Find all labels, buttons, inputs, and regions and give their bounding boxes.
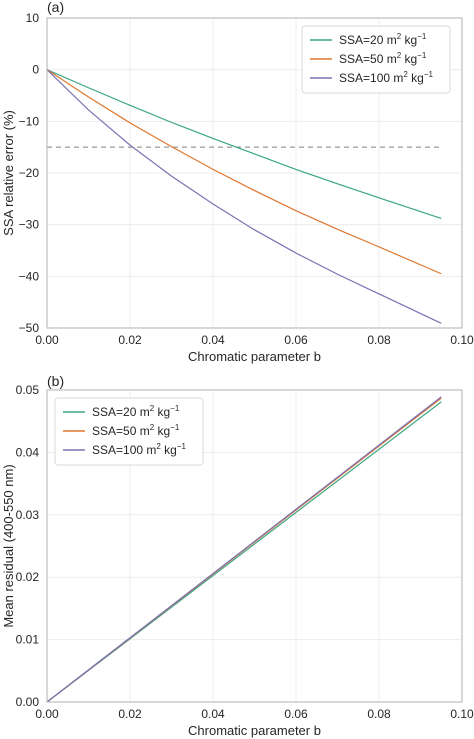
panel-b-x-tick-label: 0.08 xyxy=(367,707,391,721)
panel-b-y-ticks: 0.05 0.04 0.03 0.02 0.01 0.00 xyxy=(16,383,40,709)
panel-a-y-tick-label: 10 xyxy=(26,11,40,25)
panel-b-legend-entry-1: SSA=20 m2 kg−1 xyxy=(92,404,180,419)
panel-b-legend-entry-3: SSA=100 m2 kg−1 xyxy=(92,442,187,457)
panel-a: 0.00 0.02 0.04 0.06 0.08 0.10 10 0 −10 −20 −30 −40… xyxy=(1,0,474,364)
panel-a-plot-frame xyxy=(46,17,463,329)
panel-b-label: (b) xyxy=(47,373,64,389)
panel-b-legend: SSA=20 m2 kg−1 SSA=50 m2 kg−1 SSA=100 m2 k… xyxy=(54,397,204,466)
panel-a-series xyxy=(46,69,442,324)
panel-a-y-tick-label: −10 xyxy=(19,114,40,128)
panel-b: 0.00 0.02 0.04 0.06 0.08 0.10 0.050.040.030.0… xyxy=(1,373,474,738)
panel-b-x-tick-label: 0.04 xyxy=(201,707,225,721)
panel-b-y-tick-label: 0.03 xyxy=(16,508,40,522)
panel-b-x-ticks: 0.00 0.02 0.04 0.06 0.08 0.10 xyxy=(35,707,474,721)
panel-b-y-axis-label: Mean residual (400-550 nm) xyxy=(1,464,16,627)
panel-a-x-ticks: 0.00 0.02 0.04 0.06 0.08 0.10 xyxy=(35,333,474,347)
panel-a-y-tick-label: −50 xyxy=(19,321,40,335)
panel-b-series-line-3 xyxy=(46,396,442,703)
panel-b-y-tick-label: 0.04 xyxy=(16,445,40,459)
panel-a-y-tick-label: −40 xyxy=(19,269,40,283)
panel-b-legend-entry-2: SSA=50 m2 kg−1 xyxy=(92,423,180,438)
panel-a-x-tick-label: 0.00 xyxy=(35,333,59,347)
panel-a-y-tick-label: −20 xyxy=(19,166,40,180)
panel-a-x-tick-label: 0.10 xyxy=(450,333,474,347)
panel-a-legend: SSA=20 m2 kg−1 SSA=50 m2 kg−1 SSA=100 m2 k… xyxy=(301,25,451,94)
panel-a-x-tick-label: 0.06 xyxy=(284,333,308,347)
panel-a-x-tick-label: 0.02 xyxy=(118,333,142,347)
panel-b-x-tick-label: 0.10 xyxy=(450,707,474,721)
panel-a-y-tick-label: −30 xyxy=(19,218,40,232)
panel-a-y-ticks: 10 0 −10 −20 −30 −40 −50 xyxy=(19,11,40,335)
panel-b-y-tick-label: 0.01 xyxy=(16,633,40,647)
panel-a-label: (a) xyxy=(47,0,64,15)
panel-b-x-tick-label: 0.06 xyxy=(284,707,308,721)
panel-b-y-tick-label: 0.05 xyxy=(16,383,40,397)
panel-a-legend-entry-3: SSA=100 m2 kg−1 xyxy=(339,70,434,85)
panel-a-legend-box xyxy=(301,25,451,94)
panel-a-legend-entry-1: SSA=20 m2 kg−1 xyxy=(339,32,427,47)
panel-a-series-line-2 xyxy=(46,69,442,275)
panel-b-x-tick-label: 0.02 xyxy=(118,707,142,721)
panel-a-y-tick-label: 0 xyxy=(32,63,39,77)
panel-b-x-tick-label: 0.00 xyxy=(35,707,59,721)
panel-a-series-line-3 xyxy=(46,69,442,324)
panel-b-plot-frame xyxy=(46,389,463,703)
panel-a-x-tick-label: 0.04 xyxy=(201,333,225,347)
panel-b-y-tick-label: 0.02 xyxy=(16,570,40,584)
panel-a-legend-entry-2: SSA=50 m2 kg−1 xyxy=(339,51,427,66)
panel-a-series-line-1 xyxy=(46,69,442,220)
panel-b-legend-box xyxy=(54,397,204,466)
panel-b-x-axis-label: Chromatic parameter b xyxy=(188,723,321,738)
panel-b-y-tick-label: 0.00 xyxy=(16,695,40,709)
panel-b-series xyxy=(46,396,442,703)
panel-a-x-axis-label: Chromatic parameter b xyxy=(188,349,321,364)
panel-a-x-tick-label: 0.08 xyxy=(367,333,391,347)
panel-a-y-axis-label: SSA relative error (%) xyxy=(1,110,16,236)
